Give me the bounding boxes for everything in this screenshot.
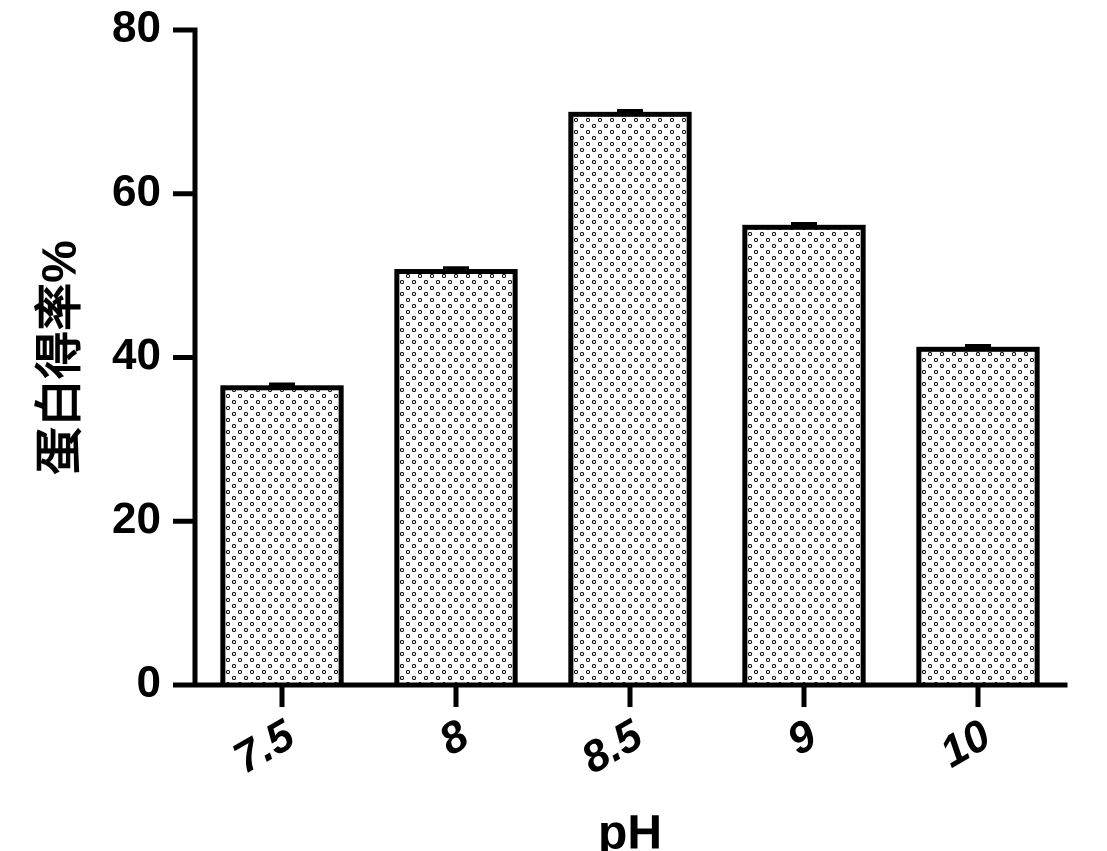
x-tick-label: 7.5	[225, 710, 303, 783]
bar	[397, 272, 515, 685]
y-tick-label: 60	[112, 166, 161, 215]
y-axis-label: 蛋白得率%	[34, 240, 87, 475]
bar	[223, 388, 341, 685]
y-tick-label: 40	[112, 330, 161, 379]
x-tick-label: 8	[431, 710, 477, 765]
chart-svg: 0 20 40 60 80 7.5 8 8.5 9 10 蛋白得率% pH	[0, 0, 1107, 851]
x-axis-label: pH	[598, 807, 662, 851]
y-tick-label: 0	[137, 658, 161, 707]
bar-chart: 0 20 40 60 80 7.5 8 8.5 9 10 蛋白得率% pH	[0, 0, 1107, 851]
y-tick-label: 80	[112, 3, 161, 52]
bar	[571, 114, 689, 685]
x-tick-label: 9	[779, 710, 825, 765]
y-tick-label: 20	[112, 494, 161, 543]
x-tick-label: 10	[932, 710, 999, 777]
x-tick-label: 8.5	[573, 710, 651, 783]
bar	[745, 227, 863, 685]
bar	[919, 349, 1037, 685]
